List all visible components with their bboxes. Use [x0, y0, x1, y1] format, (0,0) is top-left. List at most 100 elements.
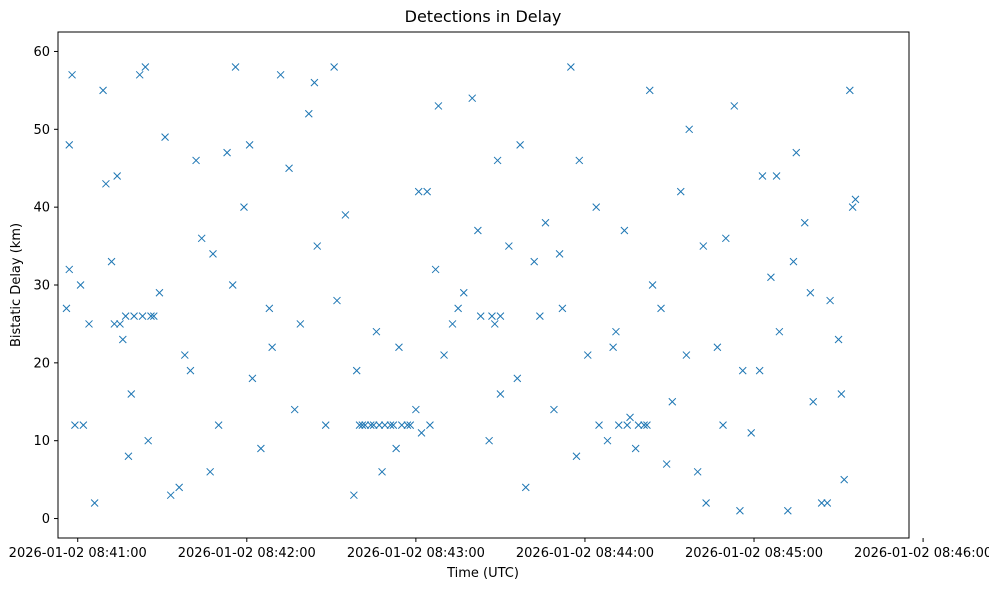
data-point	[76, 281, 85, 289]
data-point	[645, 86, 654, 95]
data-point	[431, 265, 440, 274]
data-point	[583, 351, 592, 359]
x-axis: 2026-01-02 08:41:00 2026-01-02 08:42:00 20…	[9, 538, 989, 561]
data-point	[276, 70, 285, 79]
plot-area	[58, 32, 909, 538]
data-point	[369, 421, 378, 429]
data-point	[231, 63, 240, 71]
data-point	[166, 491, 175, 500]
data-point	[550, 405, 558, 414]
data-point	[767, 273, 775, 282]
data-point	[567, 63, 575, 71]
data-point	[71, 421, 79, 429]
data-point	[127, 390, 136, 398]
data-point	[378, 467, 386, 476]
data-point	[426, 421, 434, 429]
data-point	[135, 70, 144, 79]
data-point	[412, 405, 420, 414]
data-point	[459, 288, 468, 297]
data-point	[214, 421, 223, 429]
data-point	[228, 281, 237, 289]
data-point	[110, 320, 119, 328]
data-point	[333, 296, 341, 305]
data-point	[755, 366, 764, 375]
data-point	[623, 421, 632, 429]
data-point	[468, 94, 477, 103]
x-tick-label: 2026-01-02 08:44:00	[516, 546, 654, 561]
data-point	[783, 506, 792, 515]
data-point	[186, 366, 195, 375]
data-point	[366, 421, 375, 429]
data-point	[575, 156, 584, 165]
data-point	[434, 102, 443, 110]
data-point	[505, 242, 513, 250]
data-point	[558, 304, 567, 313]
data-point	[592, 203, 601, 212]
data-point	[595, 421, 603, 429]
data-point	[609, 343, 617, 352]
data-point	[414, 187, 423, 196]
data-point	[496, 312, 505, 320]
data-point	[209, 250, 217, 258]
data-point	[116, 320, 124, 328]
data-point	[614, 421, 623, 429]
data-point	[702, 499, 710, 507]
data-point	[285, 164, 293, 173]
data-point	[834, 335, 843, 344]
data-point	[341, 211, 350, 219]
y-tick-label: 50	[33, 123, 50, 138]
data-point	[490, 320, 499, 328]
data-point	[521, 483, 530, 492]
data-point	[620, 226, 629, 235]
data-point	[758, 172, 767, 180]
data-point	[138, 312, 147, 320]
data-point	[612, 327, 620, 336]
data-point	[290, 405, 299, 414]
x-tick-label: 2026-01-02 08:42:00	[178, 546, 316, 561]
data-point	[626, 413, 634, 422]
data-point	[389, 421, 398, 429]
data-point	[149, 312, 158, 320]
data-point	[65, 265, 74, 274]
data-point	[141, 63, 150, 71]
data-point	[197, 234, 206, 243]
data-point	[685, 125, 694, 134]
data-point	[395, 343, 403, 352]
data-point	[454, 304, 462, 313]
data-point	[386, 421, 395, 429]
data-point	[693, 467, 702, 476]
data-point	[631, 444, 640, 453]
data-point	[304, 109, 313, 118]
y-tick-label: 40	[33, 201, 50, 216]
data-point	[352, 366, 361, 375]
data-point	[65, 141, 74, 149]
data-point	[840, 475, 849, 484]
data-point	[147, 312, 155, 320]
data-point	[118, 335, 127, 344]
data-point	[789, 257, 798, 266]
data-point	[107, 257, 116, 266]
data-point	[155, 288, 164, 297]
data-point	[79, 421, 88, 429]
data-point	[682, 351, 691, 359]
y-tick-label: 10	[33, 434, 50, 449]
data-point	[448, 320, 457, 328]
data-point	[372, 327, 381, 336]
data-point	[488, 312, 496, 320]
data-point	[555, 250, 564, 258]
data-point	[713, 343, 722, 352]
data-point	[747, 429, 756, 437]
data-point	[206, 467, 215, 476]
data-point	[330, 63, 339, 71]
x-tick-label: 2026-01-02 08:45:00	[685, 546, 823, 561]
data-point	[603, 436, 612, 445]
data-point	[355, 421, 364, 429]
data-point	[572, 452, 581, 461]
marker-layer	[62, 63, 860, 515]
y-axis-label: Bistatic Delay (km)	[9, 223, 24, 347]
data-point	[310, 78, 319, 87]
data-point	[826, 296, 834, 305]
data-point	[102, 179, 110, 188]
data-point	[792, 148, 801, 157]
data-point	[730, 102, 739, 110]
